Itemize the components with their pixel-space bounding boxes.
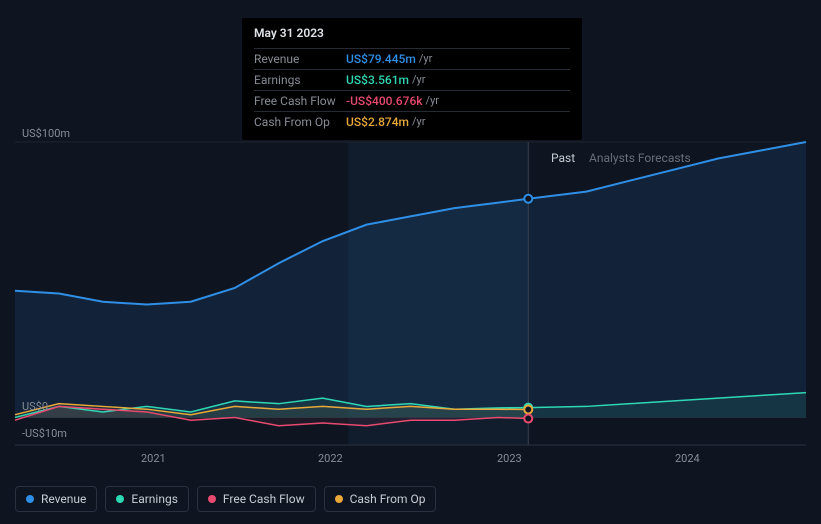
tooltip-metric-value: US$79.445m [346, 52, 416, 66]
tooltip-metric-unit: /yr [412, 115, 425, 129]
tooltip-metric-value: US$2.874m [346, 115, 409, 129]
tooltip-row: Earnings US$3.561m /yr [254, 69, 570, 90]
tooltip-row: Free Cash Flow -US$400.676k /yr [254, 90, 570, 111]
tooltip-metric-label: Earnings [254, 73, 346, 87]
tooltip-metric-label: Free Cash Flow [254, 94, 346, 108]
x-axis-label: 2021 [141, 452, 166, 465]
legend-label: Free Cash Flow [223, 492, 305, 506]
legend-dot-icon [335, 495, 343, 503]
legend-dot-icon [116, 495, 124, 503]
region-label-past: Past [551, 151, 575, 165]
legend-item[interactable]: Revenue [15, 486, 97, 512]
tooltip-metric-value: US$3.561m [346, 73, 409, 87]
tooltip-metric-label: Cash From Op [254, 115, 346, 129]
legend-item[interactable]: Free Cash Flow [197, 486, 316, 512]
tooltip-metric-value: -US$400.676k [346, 94, 423, 108]
tooltip-metric-unit: /yr [426, 94, 439, 108]
legend-label: Cash From Op [350, 492, 426, 506]
region-label-forecast: Analysts Forecasts [589, 151, 691, 165]
tooltip-row: Revenue US$79.445m /yr [254, 48, 570, 69]
legend-label: Revenue [41, 492, 86, 506]
chart-legend: Revenue Earnings Free Cash Flow Cash Fro… [15, 486, 436, 512]
legend-dot-icon [208, 495, 216, 503]
legend-dot-icon [26, 495, 34, 503]
tooltip-row: Cash From Op US$2.874m /yr [254, 111, 570, 132]
x-axis-label: 2023 [497, 452, 522, 465]
tooltip-metric-unit: /yr [412, 73, 425, 87]
x-axis-label: 2024 [675, 452, 700, 465]
legend-item[interactable]: Earnings [105, 486, 189, 512]
tooltip-metric-label: Revenue [254, 52, 346, 66]
tooltip-metric-unit: /yr [419, 52, 432, 66]
legend-label: Earnings [131, 492, 178, 506]
y-axis-label: -US$10m [22, 427, 67, 440]
y-axis-label: US$100m [22, 127, 70, 140]
tooltip-date: May 31 2023 [254, 26, 570, 44]
legend-item[interactable]: Cash From Op [324, 486, 437, 512]
chart-tooltip: May 31 2023 Revenue US$79.445m /yrEarnin… [242, 18, 582, 140]
y-axis-label: US$0 [22, 400, 48, 413]
x-axis-label: 2022 [318, 452, 343, 465]
